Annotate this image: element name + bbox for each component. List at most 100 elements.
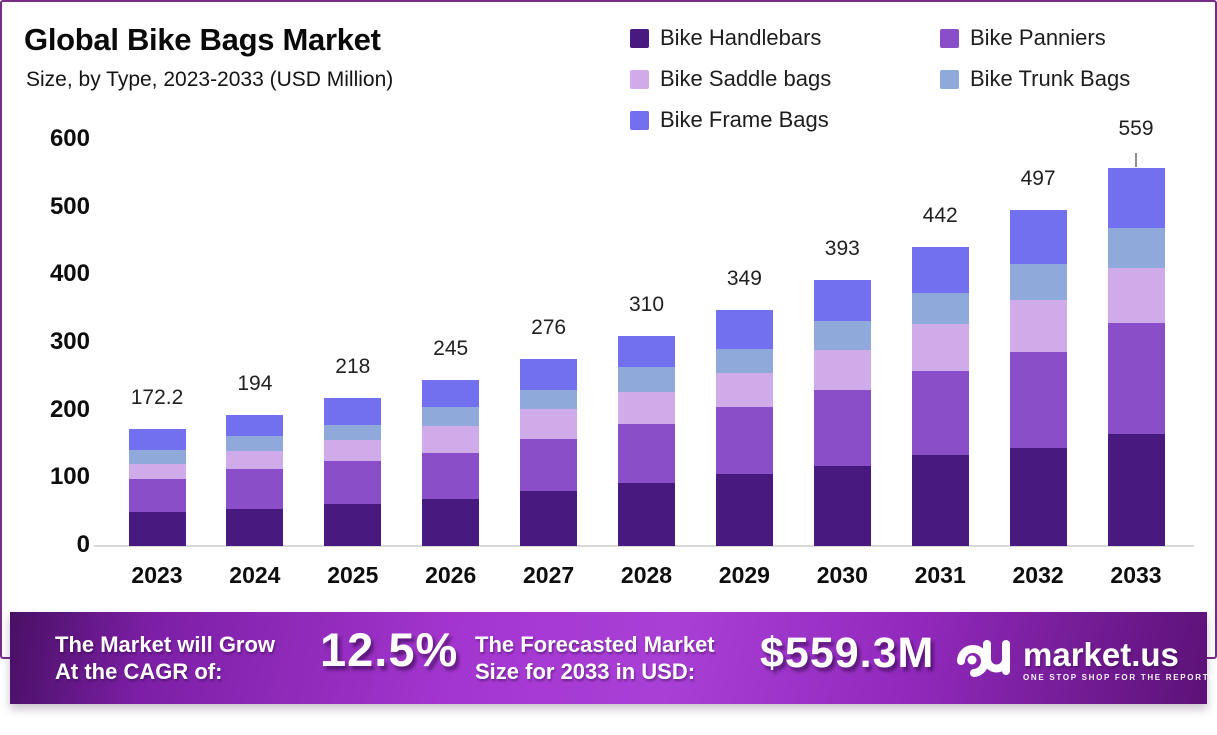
bar-segment xyxy=(618,367,675,392)
bar-segment xyxy=(715,407,773,475)
bar-segment xyxy=(1009,263,1067,301)
legend-item: Bike Trunk Bags xyxy=(940,65,1130,93)
bar-segment xyxy=(324,461,382,504)
legend-swatch-icon xyxy=(630,28,649,48)
x-axis-year-label: 2030 xyxy=(816,562,868,588)
bar-total-label: 349 xyxy=(726,266,762,290)
label-leader-tick xyxy=(1135,152,1137,167)
bar-segment xyxy=(911,246,969,294)
forecast-label: The Forecasted Market Size for 2033 in U… xyxy=(475,631,715,685)
stacked-bar-2030 xyxy=(813,279,871,546)
legend-item: Bike Handlebars xyxy=(630,24,940,52)
stacked-bar-2031 xyxy=(911,246,969,546)
bar-segment xyxy=(128,478,186,513)
bar-segment xyxy=(324,503,382,546)
brand-tagline: ONE STOP SHOP FOR THE REPORTS xyxy=(1023,672,1217,682)
y-axis-tick-label: 100 xyxy=(49,463,90,491)
bar-total-label: 172.2 xyxy=(130,386,184,410)
bar-total-label: 218 xyxy=(335,355,371,379)
x-axis-year-label: 2027 xyxy=(523,562,575,588)
legend-label: Bike Panniers xyxy=(970,25,1106,50)
cagr-value: 12.5% xyxy=(320,623,459,676)
legend-label: Bike Frame Bags xyxy=(660,107,829,132)
bar-segment xyxy=(911,323,969,372)
legend-item: Bike Frame Bags xyxy=(630,106,940,134)
x-axis-year-label: 2033 xyxy=(1110,562,1162,588)
bar-total-label: 497 xyxy=(1020,166,1056,190)
bar-total-label: 310 xyxy=(628,293,665,317)
bar-segment xyxy=(1009,351,1067,448)
x-axis-year-label: 2029 xyxy=(718,562,770,588)
x-axis-line xyxy=(94,545,1194,547)
legend-label: Bike Saddle bags xyxy=(660,66,832,91)
stacked-bar-2025 xyxy=(324,398,382,546)
x-axis-year-label: 2023 xyxy=(131,562,183,588)
stacked-bar-2033 xyxy=(1107,167,1165,546)
bar-segment xyxy=(715,373,773,408)
chart-subtitle: Size, by Type, 2023-2033 (USD Million) xyxy=(26,68,394,91)
bar-segment xyxy=(422,453,480,499)
bar-segment xyxy=(813,279,871,321)
bar-segment xyxy=(422,380,480,408)
legend-swatch-icon xyxy=(630,69,649,89)
bar-total-label: 276 xyxy=(531,316,567,340)
bar-segment xyxy=(422,407,480,427)
bar-total-label: 194 xyxy=(237,371,273,395)
x-axis-year-label: 2032 xyxy=(1012,562,1064,588)
bar-segment xyxy=(520,491,578,546)
stacked-bar-2032 xyxy=(1009,209,1067,546)
stacked-bar-2029 xyxy=(715,309,773,546)
stacked-bar-2028 xyxy=(618,336,675,546)
bar-segment xyxy=(715,474,773,546)
cagr-label: The Market will Grow At the CAGR of: xyxy=(55,631,275,685)
bar-segment xyxy=(715,309,773,349)
x-axis-year-label: 2028 xyxy=(620,562,673,588)
market-us-logo-icon xyxy=(955,632,1013,687)
bar-segment xyxy=(422,426,480,454)
bar-segment xyxy=(1009,300,1067,352)
stacked-bar-2023 xyxy=(128,429,186,546)
x-axis-year-label: 2025 xyxy=(327,562,379,588)
bar-segment xyxy=(226,435,284,452)
bar-segment xyxy=(618,424,675,483)
forecast-label-line1: The Forecasted Market xyxy=(475,632,715,657)
bar-segment xyxy=(520,409,578,440)
chart-title: Global Bike Bags Market xyxy=(24,22,381,57)
bar-segment xyxy=(520,439,578,492)
bar-segment xyxy=(813,349,871,390)
legend-swatch-icon xyxy=(940,28,959,48)
bar-segment xyxy=(911,454,969,546)
cagr-label-line1: The Market will Grow xyxy=(55,632,276,657)
brand-block: market.us ONE STOP SHOP FOR THE REPORTS xyxy=(955,632,1216,687)
bar-segment xyxy=(324,398,382,425)
x-axis-year-label: 2031 xyxy=(914,562,966,588)
bar-segment xyxy=(813,320,871,350)
bar-segment xyxy=(618,336,675,368)
bar-segment xyxy=(520,390,578,410)
cagr-banner: The Market will Grow At the CAGR of: 12.… xyxy=(10,612,1215,704)
bar-segment xyxy=(1107,323,1165,434)
y-axis-tick-label: 0 xyxy=(76,531,90,558)
legend-item: Bike Panniers xyxy=(940,24,1130,52)
bar-total-label: 442 xyxy=(922,203,958,227)
bar-segment xyxy=(1009,209,1067,264)
forecast-label-line2: Size for 2033 in USD: xyxy=(475,659,696,684)
legend-item: Bike Saddle bags xyxy=(630,65,940,93)
chart-legend: Bike Handlebars Bike Panniers Bike Saddle … xyxy=(630,24,1130,134)
bar-segment xyxy=(1107,267,1165,324)
bar-segment xyxy=(911,371,969,455)
y-axis-tick-label: 500 xyxy=(49,192,90,220)
bar-segment xyxy=(422,498,480,546)
bar-segment xyxy=(1009,447,1067,546)
bar-segment xyxy=(226,469,284,509)
stacked-bar-2027 xyxy=(520,359,578,546)
y-axis-tick-label: 300 xyxy=(49,327,90,355)
y-axis-tick-label: 600 xyxy=(49,124,90,152)
bar-segment xyxy=(128,512,186,546)
cagr-label-line2: At the CAGR of: xyxy=(55,659,223,684)
bar-segment xyxy=(226,508,284,546)
bar-segment xyxy=(324,424,382,441)
y-axis-tick-label: 400 xyxy=(49,260,90,288)
bar-segment xyxy=(226,451,284,470)
